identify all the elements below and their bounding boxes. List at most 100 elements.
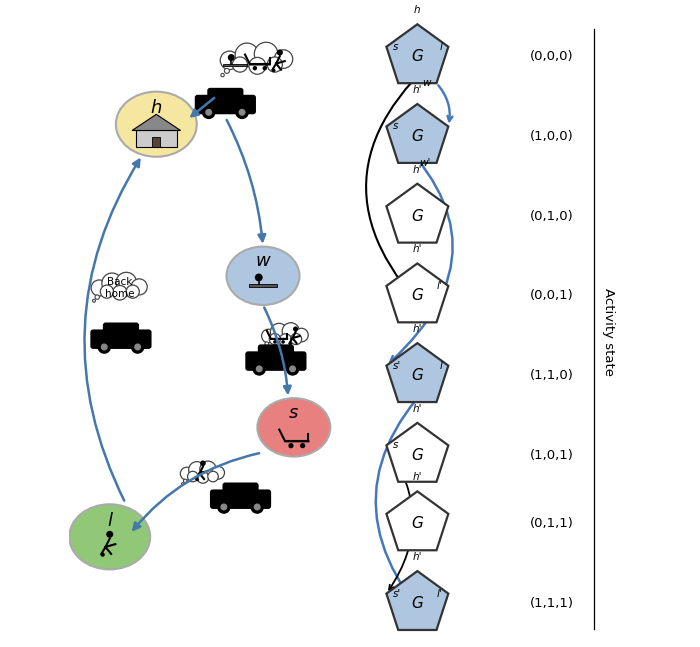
Circle shape bbox=[126, 285, 139, 298]
FancyBboxPatch shape bbox=[223, 483, 258, 501]
Circle shape bbox=[262, 329, 275, 343]
Circle shape bbox=[197, 472, 209, 483]
Circle shape bbox=[106, 531, 113, 538]
Circle shape bbox=[135, 344, 141, 350]
Circle shape bbox=[208, 471, 218, 482]
Text: w: w bbox=[421, 78, 430, 88]
Circle shape bbox=[270, 333, 280, 345]
Text: h': h' bbox=[412, 472, 422, 483]
FancyArrowPatch shape bbox=[438, 85, 452, 121]
Circle shape bbox=[249, 58, 266, 74]
Circle shape bbox=[206, 109, 211, 115]
Polygon shape bbox=[132, 115, 181, 131]
Circle shape bbox=[270, 324, 288, 340]
Circle shape bbox=[189, 462, 205, 478]
Text: (0,0,0): (0,0,0) bbox=[530, 50, 573, 63]
FancyBboxPatch shape bbox=[210, 489, 271, 509]
Circle shape bbox=[279, 334, 292, 346]
Circle shape bbox=[286, 363, 299, 375]
Text: h: h bbox=[414, 5, 421, 16]
Text: s': s' bbox=[393, 360, 401, 371]
FancyArrowPatch shape bbox=[376, 367, 447, 626]
Ellipse shape bbox=[258, 398, 330, 457]
Text: Back
home: Back home bbox=[105, 278, 134, 299]
Text: (0,1,1): (0,1,1) bbox=[530, 518, 573, 531]
Circle shape bbox=[113, 285, 127, 300]
Text: (1,0,1): (1,0,1) bbox=[530, 449, 573, 462]
Circle shape bbox=[188, 471, 198, 482]
Circle shape bbox=[220, 51, 239, 70]
Text: s: s bbox=[289, 404, 298, 422]
Text: h: h bbox=[150, 99, 162, 117]
Text: h': h' bbox=[412, 324, 422, 334]
Circle shape bbox=[132, 341, 144, 353]
Circle shape bbox=[276, 49, 283, 56]
Circle shape bbox=[218, 501, 230, 513]
Circle shape bbox=[282, 323, 300, 340]
Circle shape bbox=[225, 69, 230, 73]
Text: G: G bbox=[412, 448, 424, 463]
Circle shape bbox=[236, 106, 248, 118]
Circle shape bbox=[288, 443, 293, 448]
Text: l': l' bbox=[436, 589, 442, 598]
Polygon shape bbox=[386, 184, 448, 243]
Circle shape bbox=[274, 50, 293, 69]
Circle shape bbox=[300, 443, 305, 448]
Circle shape bbox=[181, 467, 193, 480]
Polygon shape bbox=[386, 423, 448, 482]
Text: h': h' bbox=[412, 245, 422, 254]
Text: l: l bbox=[107, 512, 112, 529]
Circle shape bbox=[272, 69, 276, 72]
Circle shape bbox=[116, 272, 136, 292]
Polygon shape bbox=[249, 285, 277, 287]
Circle shape bbox=[195, 478, 199, 481]
Circle shape bbox=[289, 342, 292, 345]
Circle shape bbox=[290, 366, 295, 371]
Circle shape bbox=[262, 66, 267, 71]
Ellipse shape bbox=[116, 92, 197, 157]
Circle shape bbox=[228, 54, 234, 61]
Circle shape bbox=[256, 366, 262, 371]
Text: l: l bbox=[439, 42, 442, 52]
Ellipse shape bbox=[69, 504, 150, 569]
Circle shape bbox=[253, 363, 265, 375]
Polygon shape bbox=[386, 263, 448, 322]
Circle shape bbox=[92, 300, 95, 302]
Text: h': h' bbox=[412, 85, 422, 95]
Circle shape bbox=[91, 280, 107, 296]
FancyBboxPatch shape bbox=[90, 329, 151, 349]
Text: w': w' bbox=[419, 158, 430, 168]
Circle shape bbox=[254, 504, 260, 510]
Text: (1,1,0): (1,1,0) bbox=[530, 369, 573, 382]
Circle shape bbox=[211, 466, 225, 479]
Text: G: G bbox=[412, 129, 424, 144]
Circle shape bbox=[281, 340, 285, 344]
FancyBboxPatch shape bbox=[258, 344, 294, 362]
Circle shape bbox=[232, 57, 248, 72]
Circle shape bbox=[221, 504, 227, 510]
Text: G: G bbox=[412, 596, 424, 611]
Circle shape bbox=[255, 274, 262, 281]
FancyBboxPatch shape bbox=[245, 351, 307, 371]
Circle shape bbox=[98, 341, 111, 353]
Circle shape bbox=[95, 295, 99, 300]
FancyBboxPatch shape bbox=[207, 88, 244, 106]
Polygon shape bbox=[386, 571, 448, 630]
Polygon shape bbox=[223, 63, 247, 66]
Text: h': h' bbox=[412, 552, 422, 562]
Circle shape bbox=[251, 501, 263, 513]
Text: (1,0,0): (1,0,0) bbox=[530, 130, 573, 143]
Circle shape bbox=[295, 328, 308, 342]
Circle shape bbox=[265, 342, 269, 345]
Text: s: s bbox=[393, 441, 398, 450]
Polygon shape bbox=[386, 104, 448, 163]
Text: (0,1,0): (0,1,0) bbox=[530, 210, 573, 223]
Polygon shape bbox=[136, 131, 176, 147]
Polygon shape bbox=[386, 25, 448, 83]
Circle shape bbox=[235, 43, 259, 67]
Circle shape bbox=[221, 73, 224, 77]
Circle shape bbox=[267, 57, 282, 72]
Text: s: s bbox=[393, 42, 398, 52]
Circle shape bbox=[183, 479, 187, 483]
Text: (0,0,1): (0,0,1) bbox=[530, 289, 573, 303]
